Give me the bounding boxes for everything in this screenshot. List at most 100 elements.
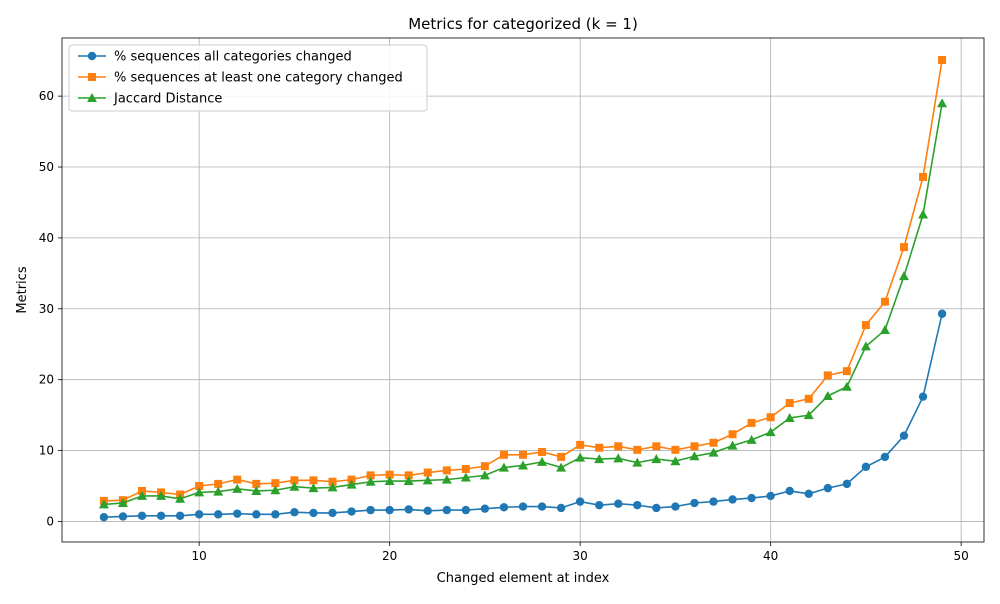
legend: % sequences all categories changed % sequ… <box>68 44 428 112</box>
data-point <box>747 418 756 427</box>
data-point <box>194 487 205 497</box>
series-line <box>103 313 943 518</box>
data-point <box>98 499 109 509</box>
y-axis-label: Metrics <box>15 266 30 313</box>
data-point <box>633 445 642 454</box>
data-point <box>290 508 299 517</box>
data-point <box>937 98 948 108</box>
data-point <box>461 505 471 515</box>
y-tick-label: 0 <box>46 514 54 528</box>
data-point <box>879 325 890 335</box>
data-point <box>423 468 432 477</box>
data-point <box>309 508 318 518</box>
data-point <box>765 427 776 437</box>
legend-label: Jaccard Distance <box>113 92 222 107</box>
data-point <box>595 443 604 452</box>
data-point <box>214 479 223 488</box>
axis-ticks: 10 20 30 40 50 0 10 20 30 40 50 60 <box>39 89 969 563</box>
data-point <box>785 486 794 496</box>
data-point <box>899 431 909 440</box>
data-point <box>708 447 719 457</box>
series-line <box>103 59 943 502</box>
data-point <box>671 502 680 511</box>
data-point <box>328 477 337 486</box>
data-point <box>670 456 681 466</box>
data-point <box>404 505 413 514</box>
data-point <box>823 483 832 493</box>
data-point <box>252 510 261 519</box>
data-point <box>518 502 528 511</box>
data-point <box>519 450 527 459</box>
data-point <box>385 470 394 479</box>
data-point <box>403 476 414 486</box>
data-point <box>671 445 680 454</box>
data-point <box>652 442 661 451</box>
data-point <box>918 209 929 219</box>
data-point <box>537 456 548 466</box>
data-point <box>841 381 852 391</box>
data-point <box>232 483 243 493</box>
data-point <box>784 412 795 422</box>
data-point <box>898 271 909 281</box>
data-point <box>575 452 586 462</box>
data-point <box>747 493 756 503</box>
data-point <box>214 510 223 519</box>
x-tick-label: 10 <box>192 549 207 563</box>
data-point <box>651 454 662 464</box>
data-point <box>861 462 871 472</box>
legend-entry: % sequences all categories changed <box>78 50 352 65</box>
legend-entry: Jaccard Distance <box>78 92 222 107</box>
chart-title: Metrics for categorized (k = 1) <box>408 15 638 33</box>
data-point <box>804 489 813 498</box>
data-point <box>384 476 395 486</box>
data-point <box>499 503 509 512</box>
data-point <box>709 438 718 447</box>
data-point <box>538 447 547 456</box>
data-point <box>251 485 262 495</box>
data-point <box>842 367 851 376</box>
data-point <box>633 500 642 510</box>
data-point <box>479 470 490 480</box>
data-point <box>156 490 167 500</box>
data-point <box>480 462 489 471</box>
x-tick-label: 40 <box>763 549 778 563</box>
data-point <box>346 479 357 489</box>
legend-label: % sequences at least one category change… <box>114 71 403 86</box>
data-point <box>271 479 280 488</box>
data-point <box>365 476 376 486</box>
data-point <box>614 499 623 508</box>
data-point <box>289 481 300 491</box>
data-point <box>557 452 566 461</box>
data-point <box>632 457 643 467</box>
legend-box <box>68 44 428 112</box>
data-point <box>233 475 242 484</box>
data-point <box>594 454 605 464</box>
data-point <box>727 440 738 450</box>
data-point <box>137 490 148 500</box>
data-point <box>290 476 299 485</box>
legend-entry: % sequences at least one category change… <box>78 71 403 86</box>
data-point <box>118 512 128 521</box>
legend-marker <box>88 73 96 81</box>
data-point <box>175 493 186 503</box>
data-point <box>556 462 567 472</box>
data-point <box>328 508 337 518</box>
series-layer <box>98 55 948 522</box>
y-tick-label: 10 <box>39 444 54 458</box>
data-point <box>137 511 147 520</box>
data-point <box>803 410 814 420</box>
data-point <box>880 452 890 462</box>
data-point <box>213 486 224 496</box>
x-tick-label: 30 <box>573 549 588 563</box>
y-tick-label: 40 <box>39 231 54 245</box>
y-tick-label: 60 <box>39 89 54 103</box>
data-point <box>442 505 452 515</box>
y-tick-label: 50 <box>39 160 54 174</box>
data-point <box>175 511 185 520</box>
data-point <box>423 506 432 516</box>
x-axis-label: Changed element at index <box>437 571 610 586</box>
x-tick-label: 20 <box>382 549 397 563</box>
data-point <box>690 442 699 451</box>
data-point <box>937 309 947 318</box>
